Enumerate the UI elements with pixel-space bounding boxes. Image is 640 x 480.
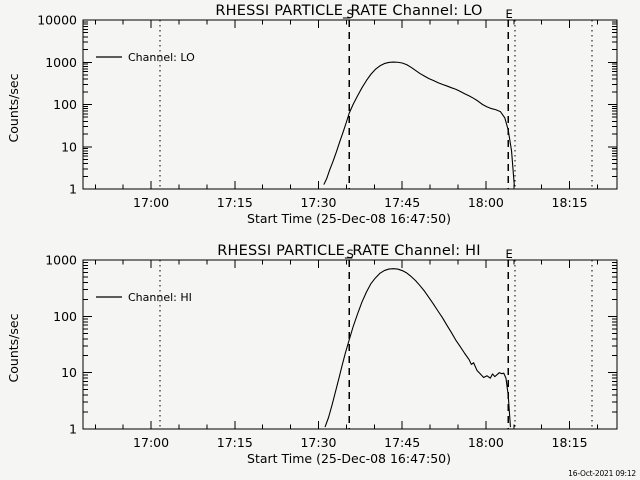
x-tick-label: 18:00	[468, 195, 504, 210]
y-tick-label: 10000	[37, 13, 77, 28]
render-timestamp: 16-Oct-2021 09:12	[568, 469, 636, 478]
y-tick-label: 1000	[45, 55, 77, 70]
legend-label-lo: Channel: LO	[128, 51, 195, 64]
x-tick-label: 17:15	[217, 195, 253, 210]
marker-label-s: S	[347, 7, 354, 21]
y-tick-label: 1000	[45, 253, 77, 268]
x-tick-label: 17:30	[300, 195, 336, 210]
plot-area-lo: S E 1 10 100 1000 10000 17:00 17:15 17:30 17:45 18:…	[37, 7, 618, 210]
x-tick-label: 17:00	[133, 195, 169, 210]
plot-frame	[82, 259, 618, 430]
chart-svg-lo: RHESSI PARTICLE_RATE Channel: LO Counts/…	[6, 3, 618, 226]
x-tick-label: 18:15	[552, 435, 588, 450]
x-axis-label-hi: Start Time (25-Dec-08 16:47:50)	[247, 451, 451, 466]
chart-title-lo: RHESSI PARTICLE_RATE Channel: LO	[215, 3, 482, 19]
plot-area-hi: S E 1 10 100 1000 17:00 17:15 17:30 17:45 18:00 18:…	[45, 247, 618, 450]
x-tick-label: 17:45	[384, 435, 420, 450]
plot-frame	[82, 19, 618, 190]
x-axis-label-lo: Start Time (25-Dec-08 16:47:50)	[247, 211, 451, 226]
data-curve	[324, 268, 511, 428]
marker-label-e: E	[506, 7, 513, 21]
y-tick-label: 100	[53, 97, 77, 112]
legend-label-hi: Channel: HI	[128, 291, 192, 304]
data-curve	[323, 61, 515, 187]
x-tick-label: 17:15	[217, 435, 253, 450]
chart-svg-hi: RHESSI PARTICLE_RATE Channel: HI Counts/…	[6, 243, 618, 466]
chart-panel-hi: RHESSI PARTICLE_RATE Channel: HI Counts/…	[0, 240, 640, 480]
marker-label-s: S	[347, 247, 354, 261]
y-tick-label: 10	[61, 365, 77, 380]
legend-hi: Channel: HI	[96, 291, 192, 304]
y-tick-label: 10	[61, 139, 77, 154]
x-tick-label: 17:45	[384, 195, 420, 210]
x-tick-label: 18:00	[468, 435, 504, 450]
x-tick-label: 17:30	[300, 435, 336, 450]
y-axis-label-lo: Counts/sec	[6, 73, 21, 142]
x-tick-label: 17:00	[133, 435, 169, 450]
x-tick-label: 18:15	[552, 195, 588, 210]
y-tick-label: 1	[69, 182, 77, 197]
y-tick-label: 1	[69, 422, 77, 437]
legend-lo: Channel: LO	[96, 51, 195, 64]
chart-panel-lo: RHESSI PARTICLE_RATE Channel: LO Counts/…	[6, 3, 618, 226]
y-axis-label-hi: Counts/sec	[6, 313, 21, 382]
marker-label-e: E	[506, 247, 513, 261]
y-tick-label: 100	[53, 309, 77, 324]
chart-title-hi: RHESSI PARTICLE_RATE Channel: HI	[217, 243, 480, 259]
